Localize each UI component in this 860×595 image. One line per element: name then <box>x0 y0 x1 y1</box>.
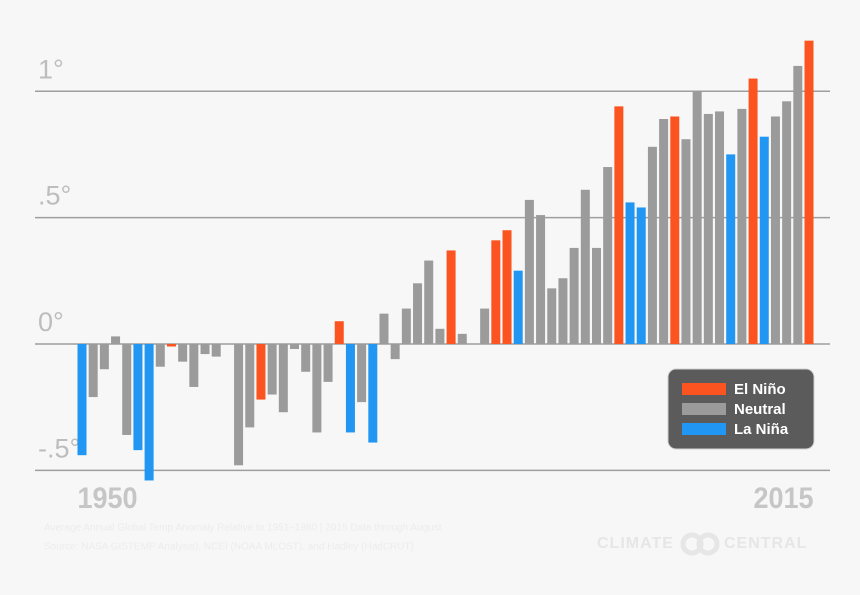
bar <box>88 343 98 398</box>
bar <box>357 343 367 403</box>
bar <box>558 278 568 344</box>
bar <box>301 343 311 372</box>
x-tick-label: 1950 <box>78 482 138 516</box>
bar <box>692 91 702 344</box>
legend-swatch <box>682 423 726 435</box>
bar <box>166 343 176 347</box>
bar <box>748 78 758 344</box>
bar <box>144 343 154 481</box>
bar <box>782 101 792 344</box>
bar <box>99 343 109 370</box>
bar <box>726 154 736 344</box>
bar <box>77 343 87 456</box>
bar <box>513 270 523 344</box>
bar <box>670 116 680 344</box>
bar <box>368 343 378 443</box>
bar <box>435 328 445 344</box>
bar <box>234 343 244 466</box>
bar <box>491 240 501 344</box>
bar <box>323 343 333 382</box>
bar <box>536 215 546 344</box>
bar <box>647 146 657 344</box>
bar <box>413 283 423 344</box>
bar <box>591 247 601 344</box>
legend-label: Neutral <box>734 401 786 418</box>
brand: CLIMATE <box>597 535 674 552</box>
bar <box>267 343 277 395</box>
bar <box>737 108 747 344</box>
bar <box>770 116 780 344</box>
y-tick-label: 0° <box>38 307 64 337</box>
bar <box>715 111 725 344</box>
legend-swatch <box>682 403 726 415</box>
brand-logo <box>680 532 720 556</box>
bar <box>446 250 456 344</box>
bar <box>502 230 512 344</box>
bar <box>155 343 165 367</box>
bar <box>178 343 188 362</box>
bar <box>636 207 646 344</box>
bar <box>211 343 221 357</box>
bar <box>200 343 210 355</box>
y-tick-label: -.5° <box>38 433 80 463</box>
bar <box>759 136 769 344</box>
bar <box>793 65 803 344</box>
bar <box>111 336 121 344</box>
bar <box>804 40 814 344</box>
bar <box>390 343 400 360</box>
bar <box>659 119 669 344</box>
footnote: Source: NASA GISTEMP Analysis), NCEI (NO… <box>44 542 414 553</box>
bar <box>625 202 635 344</box>
bar <box>614 106 624 344</box>
bar <box>480 308 490 344</box>
legend-label: El Niño <box>734 381 786 398</box>
bar <box>603 167 613 344</box>
bar <box>278 343 288 413</box>
legend-label: La Niña <box>734 421 789 438</box>
brand: CENTRAL <box>724 535 807 552</box>
y-tick-label: .5° <box>38 181 71 211</box>
footnote: Average Annual Global Temp Anomaly Relat… <box>44 523 442 534</box>
bar <box>312 343 322 433</box>
y-tick-label: 1° <box>38 54 64 84</box>
bar <box>334 321 344 344</box>
bar <box>379 313 389 344</box>
bar <box>401 308 411 344</box>
legend-swatch <box>682 383 726 395</box>
bar <box>245 343 255 428</box>
bar <box>547 288 557 344</box>
bar <box>290 343 300 350</box>
bar <box>524 199 534 344</box>
bar <box>457 333 467 344</box>
bar <box>703 113 713 344</box>
bar <box>424 260 434 344</box>
x-tick-label: 2015 <box>753 482 813 516</box>
bar <box>122 343 132 435</box>
bar <box>133 343 143 451</box>
bar <box>580 189 590 344</box>
bar <box>681 139 691 344</box>
bar <box>569 247 579 344</box>
bar <box>189 343 199 387</box>
bar <box>345 343 355 433</box>
bar <box>256 343 266 400</box>
